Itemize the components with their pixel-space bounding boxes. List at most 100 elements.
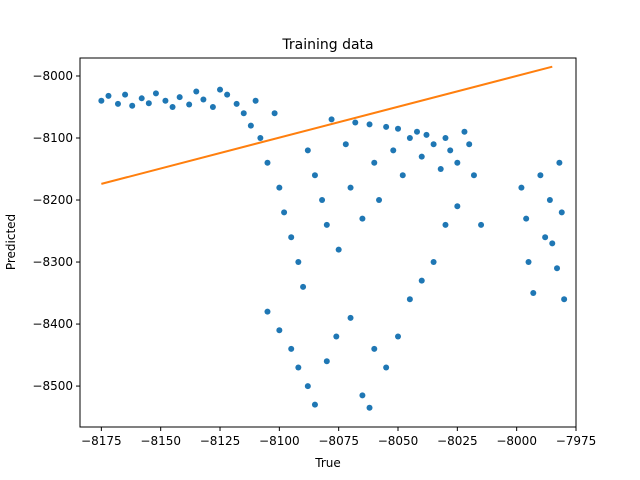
scatter-point: [383, 123, 390, 130]
scatter-point: [518, 184, 525, 191]
scatter-point: [217, 86, 224, 93]
y-tick-label: −8400: [32, 317, 73, 331]
scatter-point: [328, 116, 335, 123]
x-tick-label: −8000: [496, 434, 537, 448]
scatter-point: [359, 215, 366, 222]
scatter-point: [530, 290, 537, 297]
scatter-point: [138, 95, 145, 102]
fit-line: [101, 65, 553, 185]
scatter-point: [390, 147, 397, 154]
scatter-point: [558, 209, 565, 216]
scatter-point: [233, 100, 240, 107]
scatter-point: [406, 135, 413, 142]
y-tick-label: −8300: [32, 255, 73, 269]
scatter-point: [376, 197, 383, 204]
scatter-point: [399, 172, 406, 179]
scatter-point: [371, 159, 378, 166]
plot-frame: [79, 57, 577, 428]
x-axis-title: True: [314, 456, 341, 470]
y-tick-label: −8200: [32, 193, 73, 207]
scatter-point: [240, 110, 247, 117]
scatter-point: [437, 166, 444, 173]
scatter-point: [295, 259, 302, 266]
scatter-point: [209, 103, 216, 110]
scatter-point: [371, 345, 378, 352]
scatter-point: [288, 234, 295, 241]
scatter-point: [418, 277, 425, 284]
scatter-point: [466, 141, 473, 148]
scatter-point: [442, 221, 449, 228]
scatter-point: [319, 197, 326, 204]
scatter-point: [193, 88, 200, 95]
scatter-point: [288, 345, 295, 352]
scatter-point: [129, 102, 136, 109]
chart-title: Training data: [281, 37, 373, 53]
scatter-point: [304, 383, 311, 390]
x-tick-label: −8125: [200, 434, 241, 448]
scatter-point: [295, 364, 302, 371]
scatter-point: [454, 159, 461, 166]
x-tick-label: −8075: [318, 434, 359, 448]
scatter-point: [264, 308, 271, 315]
scatter-point: [556, 159, 563, 166]
scatter-point: [347, 184, 354, 191]
scatter-point: [383, 364, 390, 371]
scatter-point: [430, 141, 437, 148]
scatter-point: [461, 128, 468, 135]
x-tick-label: −8100: [259, 434, 300, 448]
scatter-point: [542, 234, 549, 241]
y-tick-label: −8100: [32, 131, 73, 145]
scatter-point: [257, 135, 264, 142]
scatter-point: [406, 296, 413, 303]
y-axis-title: Predicted: [4, 214, 18, 270]
scatter-point: [442, 135, 449, 142]
scatter-point: [323, 358, 330, 365]
scatter-point: [342, 141, 349, 148]
scatter-point: [311, 401, 318, 408]
scatter-point: [478, 221, 485, 228]
scatter-point: [447, 147, 454, 154]
y-axis-ticks: −8000 −8100 −8200 −8300 −8400 −8500: [32, 69, 80, 393]
scatter-point: [105, 92, 112, 99]
x-tick-label: −8050: [378, 434, 419, 448]
scatter-point: [546, 197, 553, 204]
y-tick-label: −8500: [32, 379, 73, 393]
x-tick-label: −8175: [81, 434, 122, 448]
x-tick-label: −8025: [437, 434, 478, 448]
scatter-point: [561, 296, 568, 303]
scatter-point: [523, 215, 530, 222]
scatter-point: [176, 94, 183, 101]
plot-marks: [98, 65, 568, 411]
scatter-point: [366, 404, 373, 411]
scatter-point: [525, 259, 532, 266]
scatter-point: [145, 100, 152, 107]
scatter-point: [304, 147, 311, 154]
scatter-point: [359, 392, 366, 399]
scatter-point: [224, 91, 231, 98]
scatter-point: [276, 327, 283, 334]
scatter-point: [300, 283, 307, 290]
scatter-point: [430, 259, 437, 266]
x-axis-ticks: −8175 −8150 −8125 −8100 −8075 −8050 −8025 −8000…: [81, 427, 596, 448]
scatter-point: [347, 314, 354, 321]
scatter-point: [549, 240, 556, 247]
scatter-point: [454, 203, 461, 210]
scatter-point: [352, 119, 359, 126]
scatter-point: [252, 97, 259, 104]
x-tick-label: −8150: [140, 434, 181, 448]
scatter-point: [281, 209, 288, 216]
scatter-point: [122, 91, 129, 98]
x-tick-label: −7975: [556, 434, 597, 448]
scatter-point: [271, 110, 278, 117]
scatter-point: [276, 184, 283, 191]
scatter-point: [152, 90, 159, 97]
scatter-point: [395, 333, 402, 340]
scatter-point: [418, 153, 425, 160]
scatter-point: [366, 121, 373, 128]
scatter-point: [311, 172, 318, 179]
scatter-point: [264, 159, 271, 166]
scatter-point: [186, 101, 193, 108]
scatter-point: [335, 246, 342, 253]
